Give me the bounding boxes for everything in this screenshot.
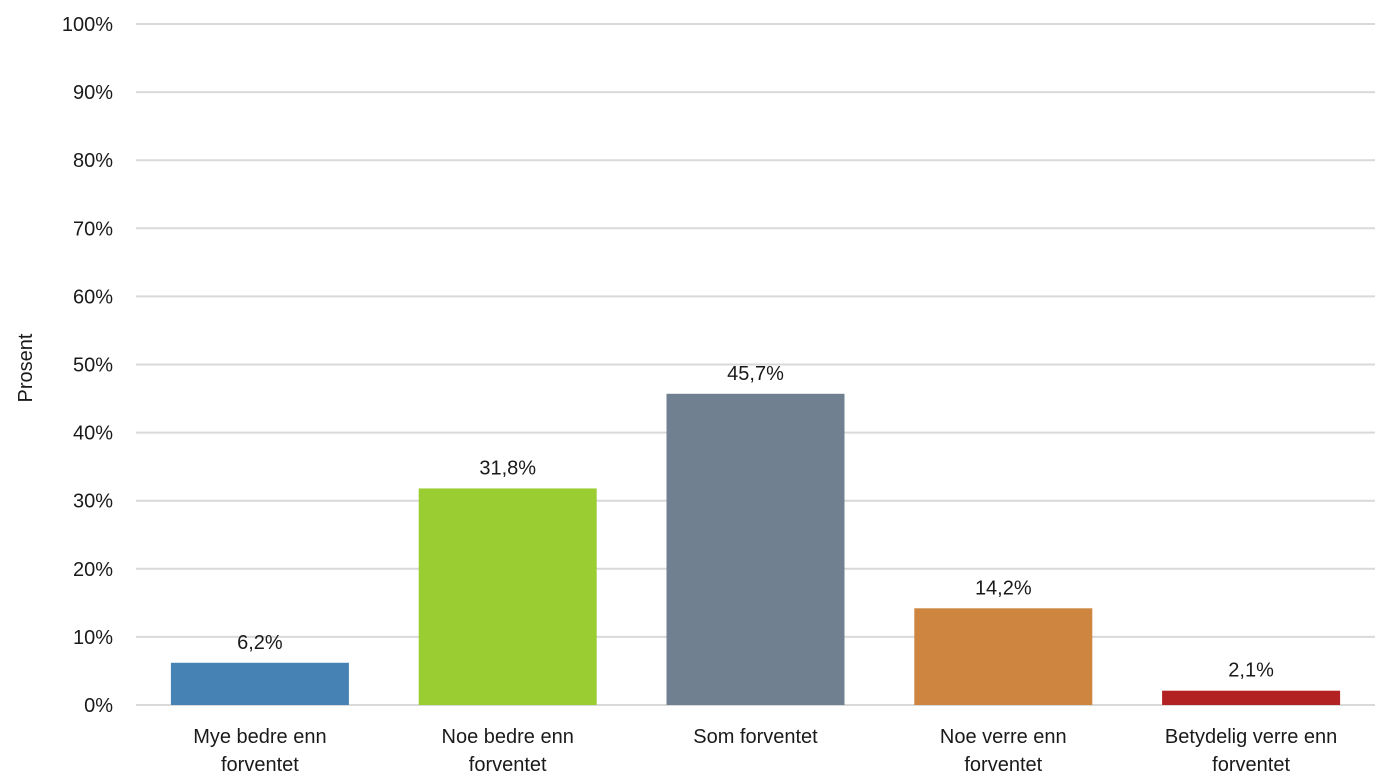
data-label: 6,2% bbox=[237, 632, 283, 654]
category-label: Betydelig verre enn forventet bbox=[1165, 726, 1337, 776]
y-tick-label: 50% bbox=[73, 355, 113, 377]
bar bbox=[418, 488, 597, 705]
y-axis-title: Prosent bbox=[15, 333, 37, 402]
bar bbox=[914, 608, 1093, 705]
x-axis-categories: Mye bedre enn forventet Noe bedre enn forve… bbox=[193, 726, 1337, 776]
y-tick-label: 10% bbox=[73, 627, 113, 649]
bar bbox=[1162, 690, 1341, 705]
data-labels: 6,2% 31,8% 45,7% 14,2% 2,1% bbox=[237, 363, 1274, 682]
y-tick-label: 100% bbox=[62, 14, 113, 36]
category-label: Noe verre enn forventet bbox=[940, 726, 1067, 776]
category-label-line: Mye bedre enn bbox=[193, 726, 326, 748]
category-label: Noe bedre enn forventet bbox=[442, 726, 574, 776]
y-tick-label: 80% bbox=[73, 150, 113, 172]
y-tick-label: 40% bbox=[73, 423, 113, 445]
bar bbox=[170, 662, 349, 705]
category-label: Som forventet bbox=[693, 726, 818, 748]
y-tick-label: 60% bbox=[73, 286, 113, 308]
data-label: 45,7% bbox=[727, 363, 784, 385]
y-tick-label: 0% bbox=[84, 695, 113, 717]
category-label-line: Som forventet bbox=[693, 726, 818, 748]
data-label: 14,2% bbox=[975, 577, 1032, 599]
y-axis-ticks: 0% 10% 20% 30% 40% 50% 60% 70% 80% 90% 100% bbox=[62, 14, 113, 717]
y-tick-label: 30% bbox=[73, 491, 113, 513]
category-label-line: forventet bbox=[221, 754, 299, 776]
category-label: Mye bedre enn forventet bbox=[193, 726, 326, 776]
bars bbox=[170, 393, 1341, 705]
y-tick-label: 20% bbox=[73, 559, 113, 581]
category-label-line: forventet bbox=[1212, 754, 1290, 776]
data-label: 2,1% bbox=[1228, 660, 1274, 682]
category-label-line: Betydelig verre enn bbox=[1165, 726, 1337, 748]
category-label-line: Noe verre enn bbox=[940, 726, 1067, 748]
data-label: 31,8% bbox=[479, 457, 536, 479]
bar bbox=[666, 393, 845, 705]
y-tick-label: 70% bbox=[73, 218, 113, 240]
category-label-line: forventet bbox=[964, 754, 1042, 776]
y-tick-label: 90% bbox=[73, 82, 113, 104]
category-label-line: forventet bbox=[469, 754, 547, 776]
category-label-line: Noe bedre enn bbox=[442, 726, 574, 748]
